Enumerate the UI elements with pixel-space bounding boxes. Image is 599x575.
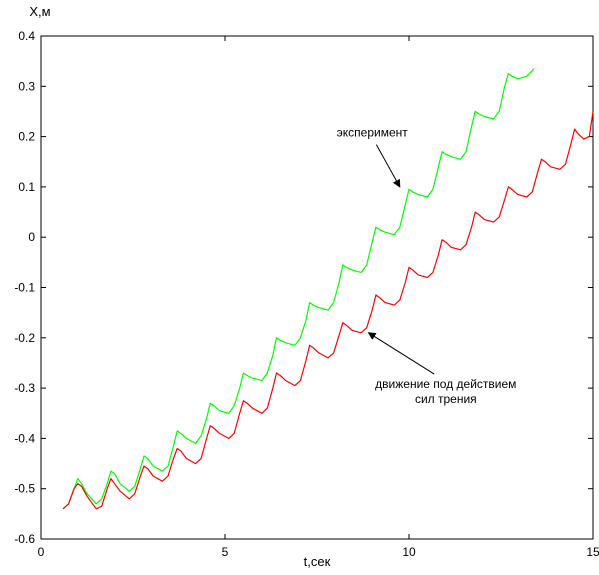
annotation-text: эксперимент	[337, 126, 409, 140]
y-tick-label: -0.3	[14, 381, 35, 395]
x-tick-label: 0	[38, 545, 45, 559]
annotation-experiment: эксперимент	[337, 126, 409, 188]
annotation-text: движение под действием	[375, 377, 516, 391]
annotation-arrow	[375, 144, 401, 188]
series-line-experiment	[62, 68, 535, 510]
y-tick-label: 0	[28, 230, 35, 244]
x-tick-label: 5	[222, 545, 229, 559]
series-layer	[62, 68, 594, 510]
series-line-friction	[62, 111, 594, 510]
x-tick-label: 15	[586, 545, 599, 559]
axis-ticks	[40, 35, 594, 540]
axis-tick-labels: 0 5 10 15 -0.6 -0.5 -0.4 -0.3 -0.2 -0.1 0 0.1 0.2 0.3…	[14, 29, 599, 559]
y-tick-label: -0.4	[14, 431, 35, 445]
y-tick-label: -0.1	[14, 281, 35, 295]
y-tick-label: -0.6	[14, 532, 35, 546]
y-tick-label: 0.2	[18, 130, 35, 144]
annotation-arrow	[367, 332, 435, 375]
annotation-text: сил трения	[415, 392, 477, 406]
y-tick-label: 0.1	[18, 180, 35, 194]
y-axis-label: X,м	[29, 4, 50, 19]
x-axis-label: t,сек	[304, 554, 331, 569]
y-tick-label: -0.2	[14, 331, 35, 345]
y-tick-label: 0.4	[18, 29, 35, 43]
x-tick-label: 10	[402, 545, 416, 559]
y-tick-label: 0.3	[18, 79, 35, 93]
y-tick-label: -0.5	[14, 482, 35, 496]
